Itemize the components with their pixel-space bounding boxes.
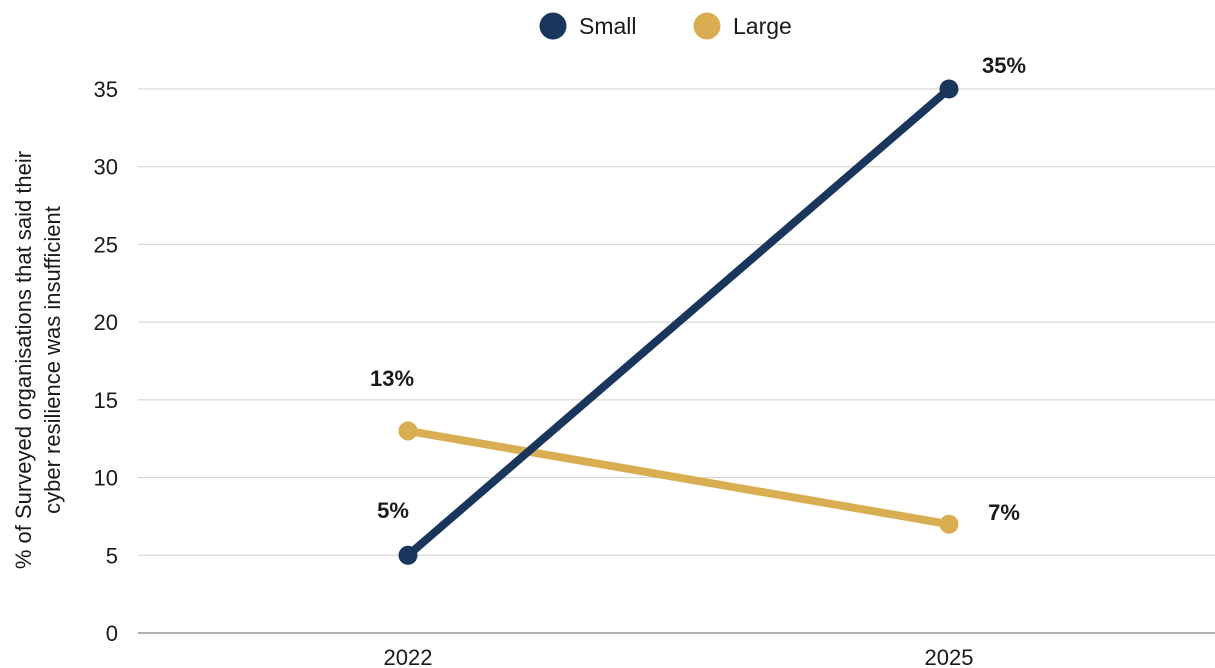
x-axis-ticks: 2022 2025 <box>384 645 974 668</box>
data-point-small <box>398 545 418 565</box>
legend-item-small: Small <box>539 12 637 40</box>
y-tick-label: 0 <box>106 621 118 646</box>
y-tick-label: 15 <box>94 388 118 413</box>
y-tick-label: 5 <box>106 543 118 568</box>
y-tick-label: 30 <box>94 155 118 180</box>
legend: Small Large <box>539 12 792 40</box>
y-tick-label: 20 <box>94 310 118 335</box>
data-label-small: 35% <box>982 53 1026 78</box>
y-axis-title: % of Surveyed organisations that said th… <box>11 151 65 569</box>
data-label-small: 5% <box>377 498 409 523</box>
legend-item-large: Large <box>693 12 792 40</box>
legend-label: Large <box>733 13 792 39</box>
y-tick-label: 25 <box>94 232 118 257</box>
y-axis-ticks: 0 5 10 15 20 25 30 35 <box>94 77 118 646</box>
x-tick-label: 2022 <box>384 645 433 668</box>
legend-swatch <box>693 12 721 40</box>
legend-label: Small <box>579 13 637 39</box>
y-tick-label: 10 <box>94 466 118 491</box>
y-tick-label: 35 <box>94 77 118 102</box>
data-label-large: 13% <box>370 366 414 391</box>
series-line-large <box>404 426 953 529</box>
series-group <box>398 79 959 565</box>
gridlines <box>138 88 1215 634</box>
series-line-small <box>404 85 953 560</box>
y-axis-title-line-1: % of Surveyed organisations that said th… <box>11 151 36 569</box>
y-axis-title-line-2: cyber resilience was insufficient <box>40 206 65 514</box>
x-tick-label: 2025 <box>925 645 974 668</box>
data-labels: 5% 35% 13% 7% <box>370 53 1026 525</box>
data-point-large <box>398 421 418 441</box>
data-point-small <box>939 79 959 99</box>
legend-swatch <box>539 12 567 40</box>
data-point-large <box>939 514 959 534</box>
data-label-large: 7% <box>988 500 1020 525</box>
